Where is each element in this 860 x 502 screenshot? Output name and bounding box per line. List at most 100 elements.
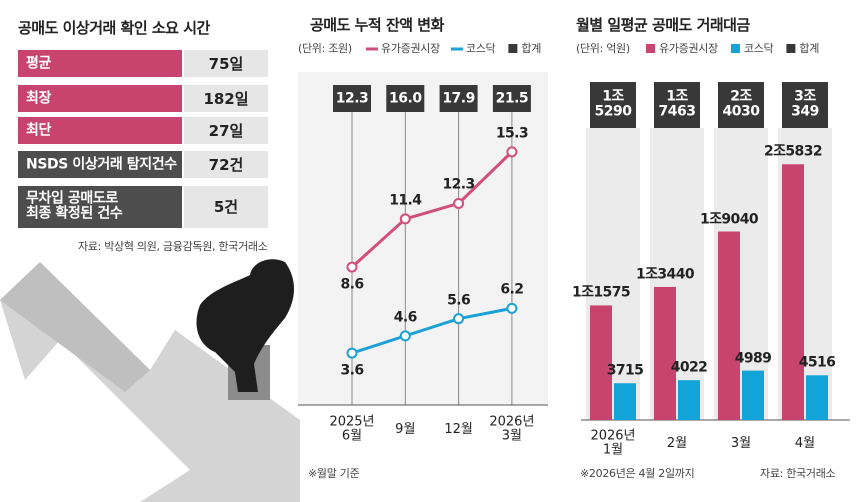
- total-label: 16.0: [389, 89, 422, 106]
- row-value-cell: [184, 151, 268, 178]
- source: 자료: 박상혁 의원, 금융감독원, 한국거래소: [78, 239, 268, 253]
- total-box: [386, 85, 425, 112]
- point: [346, 261, 358, 273]
- chart-title: 공매도 누적 잔액 변화: [310, 15, 444, 34]
- row-value: 72건: [208, 155, 244, 174]
- value-label: 5.6: [447, 291, 471, 308]
- legend-swatch: [786, 44, 796, 53]
- value-label: 4.6: [393, 309, 418, 326]
- bar: [654, 286, 676, 420]
- row-value-cell: [184, 186, 268, 228]
- legend-label: 코스닥: [465, 41, 496, 55]
- x-tick-label: 4월: [794, 435, 816, 451]
- point: [506, 302, 518, 314]
- point: [506, 146, 518, 158]
- total-box: [333, 85, 371, 112]
- point: [453, 313, 465, 325]
- total-box: [654, 82, 700, 128]
- row-value-cell: [184, 50, 268, 77]
- row-value: 75일: [208, 54, 244, 73]
- row-value: 182일: [203, 89, 249, 108]
- value-label: 1조9040: [700, 210, 759, 227]
- row-value-cell: [184, 117, 268, 144]
- row-label-cell: [18, 151, 182, 178]
- legend-label: 유가증권시장: [381, 41, 440, 55]
- x-tick-label: 2025년 6월: [329, 414, 375, 444]
- value-label: 1조3440: [636, 266, 695, 283]
- unit-label: (단위: 억원): [576, 41, 630, 55]
- row-label-cell: [18, 50, 182, 77]
- total-box: [439, 85, 478, 112]
- row-label: 최장: [26, 89, 51, 106]
- total-box: [492, 85, 531, 112]
- series-line: [351, 306, 513, 355]
- legend-label: 유가증권시장: [659, 41, 718, 55]
- unit-label: (단위: 조원): [298, 41, 352, 55]
- bar: [782, 164, 804, 420]
- value-label: 8.6: [340, 276, 364, 293]
- x-tick-label: 2026년 3월: [489, 414, 535, 444]
- divider: [555, 0, 557, 502]
- x-tick-label: 9월: [395, 421, 416, 437]
- legend-label: 합계: [521, 41, 542, 55]
- total-label: 21.5: [495, 89, 529, 106]
- source: 자료: 한국거래소: [760, 466, 836, 480]
- legend-swatch: [730, 44, 740, 53]
- total-box: [782, 82, 828, 128]
- point: [399, 213, 411, 225]
- row-value: 5건: [213, 197, 239, 216]
- value-label: 1조1575: [572, 284, 631, 301]
- note: ※월말 기준: [308, 466, 360, 480]
- value-label: 2조5832: [764, 143, 823, 160]
- row-value: 27일: [208, 121, 244, 140]
- value-label: 3715: [606, 362, 644, 379]
- chart-title: 월별 일평균 공매도 거래대금: [576, 15, 750, 34]
- arrow-shade: [0, 262, 150, 392]
- x-tick-label: 2월: [666, 435, 688, 451]
- note: ※2026년은 4월 2일까지: [580, 466, 695, 480]
- total-label: 1조 7463: [658, 88, 696, 120]
- row-label: 무차입 공매도로 최종 확정된 건수: [26, 190, 123, 222]
- bar: [590, 305, 612, 420]
- point: [453, 197, 465, 209]
- person-illustration: [196, 259, 295, 392]
- value-label: 4022: [670, 359, 708, 376]
- legend-swatch: [508, 44, 518, 53]
- row-value-cell: [184, 85, 268, 112]
- row-label: 평균: [26, 54, 51, 71]
- bar: [614, 383, 636, 420]
- total-label: 1조 5290: [594, 88, 632, 120]
- legend-label: 합계: [799, 41, 820, 55]
- bar: [678, 380, 700, 420]
- bar: [742, 370, 764, 420]
- value-label: 11.4: [389, 192, 422, 209]
- value-label: 4989: [734, 349, 772, 366]
- legend-label: 코스닥: [743, 41, 774, 55]
- table-title: 공매도 이상거래 확인 소요 시간: [18, 18, 210, 37]
- point: [346, 347, 358, 359]
- total-label: 12.3: [335, 89, 369, 106]
- bar: [718, 231, 740, 420]
- x-tick-label: 12월: [444, 421, 473, 437]
- value-label: 6.2: [500, 281, 524, 298]
- total-label: 3조 349: [791, 88, 819, 120]
- row-label: NSDS 이상거래 탐지건수: [26, 155, 177, 172]
- series-line: [350, 150, 513, 269]
- row-label-cell: [18, 85, 182, 112]
- bar: [806, 375, 828, 420]
- total-box: [590, 82, 636, 128]
- x-tick-label: 2026년 1월: [590, 428, 636, 458]
- plot-bg: [298, 72, 548, 405]
- legend-swatch: [646, 44, 655, 53]
- point: [399, 330, 411, 342]
- row-label: 최단: [26, 121, 51, 138]
- value-label: 4516: [798, 354, 836, 371]
- value-label: 15.3: [495, 125, 529, 142]
- total-label: 17.9: [442, 89, 475, 106]
- total-label: 2조 4030: [722, 88, 760, 120]
- value-label: 3.6: [340, 362, 364, 379]
- row-label-cell: [18, 186, 182, 228]
- value-label: 12.3: [442, 176, 476, 193]
